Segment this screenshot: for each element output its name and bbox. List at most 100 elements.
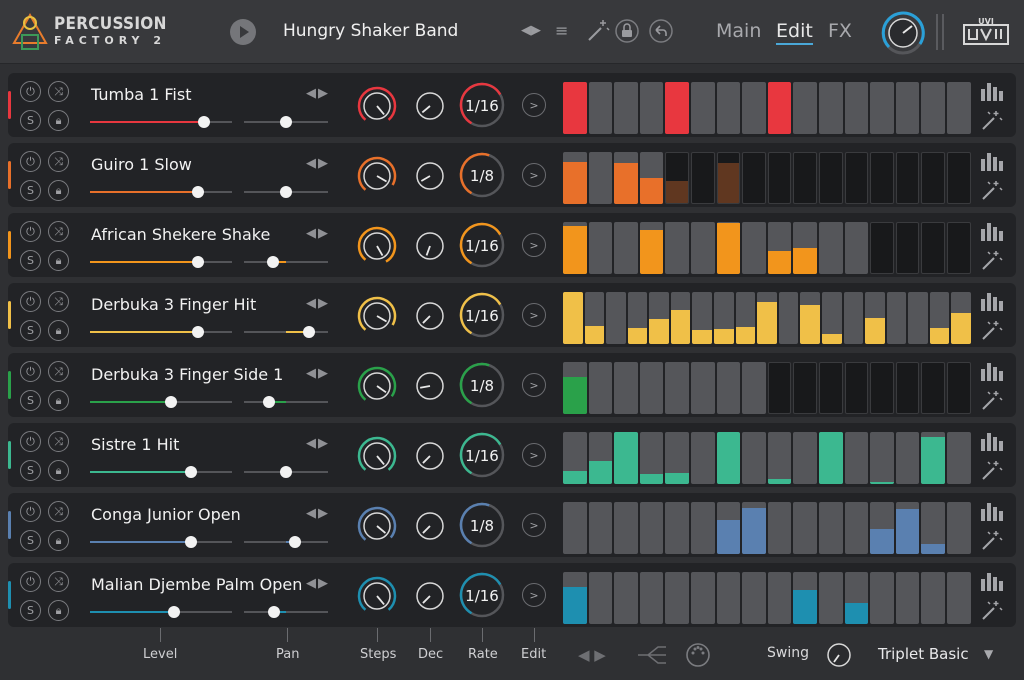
power-button[interactable]: ⏻	[20, 151, 41, 172]
edit-steps-button[interactable]: >	[522, 513, 546, 537]
step-cell[interactable]	[639, 432, 664, 484]
steps-knob[interactable]	[356, 85, 398, 127]
step-cell[interactable]	[614, 572, 638, 624]
step-cell[interactable]	[844, 502, 869, 554]
randomize-wand-icon[interactable]	[980, 179, 1004, 201]
page-prev-next-icon[interactable]: ◀ ▶	[578, 646, 606, 664]
step-cell[interactable]	[793, 432, 817, 484]
power-button[interactable]: ⏻	[20, 361, 41, 382]
step-cell[interactable]	[584, 292, 605, 344]
step-cell[interactable]	[614, 362, 638, 414]
step-cell[interactable]	[735, 292, 756, 344]
track-name[interactable]: Conga Junior Open	[91, 505, 241, 524]
lock-button[interactable]: 🔒︎	[48, 250, 69, 271]
step-cell[interactable]	[793, 222, 817, 274]
rate-knob[interactable]	[458, 501, 506, 549]
chevron-down-icon[interactable]: ▼	[984, 647, 994, 661]
lock-button[interactable]: 🔒︎	[48, 530, 69, 551]
step-cell[interactable]	[819, 222, 843, 274]
step-cell[interactable]	[691, 152, 715, 204]
rate-knob[interactable]	[458, 431, 506, 479]
step-cell[interactable]	[639, 572, 664, 624]
step-cell[interactable]	[716, 82, 741, 134]
steps-knob[interactable]	[356, 575, 398, 617]
shuffle-button[interactable]: ⤨	[48, 361, 69, 382]
step-cell[interactable]	[665, 82, 689, 134]
solo-button[interactable]: S	[20, 600, 41, 621]
step-cell[interactable]	[793, 362, 817, 414]
step-cell[interactable]	[819, 82, 843, 134]
step-cell[interactable]	[665, 432, 689, 484]
step-cell[interactable]	[821, 292, 842, 344]
decay-knob[interactable]	[412, 88, 448, 124]
lock-icon[interactable]	[614, 18, 640, 44]
track-name[interactable]: Guiro 1 Slow	[91, 155, 192, 174]
step-cell[interactable]	[665, 572, 689, 624]
lock-button[interactable]: 🔒︎	[48, 460, 69, 481]
sample-prev-next-icon[interactable]: ◀▶	[306, 576, 330, 591]
step-cell[interactable]	[649, 292, 669, 344]
step-cell[interactable]	[742, 572, 766, 624]
steps-knob[interactable]	[356, 225, 398, 267]
solo-button[interactable]: S	[20, 530, 41, 551]
rate-knob[interactable]	[458, 81, 506, 129]
step-cell[interactable]	[947, 502, 971, 554]
step-cell[interactable]	[742, 152, 766, 204]
step-cell[interactable]	[563, 222, 587, 274]
shuffle-button[interactable]: ⤨	[48, 291, 69, 312]
sample-prev-next-icon[interactable]: ◀▶	[306, 156, 330, 171]
decay-knob[interactable]	[412, 228, 448, 264]
step-cell[interactable]	[639, 502, 664, 554]
step-cell[interactable]	[778, 292, 799, 344]
pan-slider-thumb[interactable]	[268, 606, 281, 618]
step-cell[interactable]	[588, 152, 613, 204]
step-cell[interactable]	[563, 292, 583, 344]
step-cell[interactable]	[921, 82, 945, 134]
lock-button[interactable]: 🔒︎	[48, 600, 69, 621]
step-cell[interactable]	[895, 152, 920, 204]
step-cell[interactable]	[691, 432, 715, 484]
power-button[interactable]: ⏻	[20, 571, 41, 592]
step-cell[interactable]	[870, 222, 894, 274]
sample-prev-next-icon[interactable]: ◀▶	[306, 86, 330, 101]
step-cell[interactable]	[665, 152, 689, 204]
track-name[interactable]: African Shekere Shake	[91, 225, 271, 244]
decay-knob[interactable]	[412, 438, 448, 474]
step-cell[interactable]	[614, 502, 638, 554]
step-cell[interactable]	[844, 432, 869, 484]
pan-slider-thumb[interactable]	[267, 256, 280, 268]
step-cell[interactable]	[742, 82, 766, 134]
pan-slider-thumb[interactable]	[289, 536, 302, 548]
rate-knob[interactable]	[458, 361, 506, 409]
step-cell[interactable]	[870, 152, 894, 204]
level-slider-thumb[interactable]	[167, 606, 180, 618]
velocity-bars-icon[interactable]	[980, 361, 1006, 381]
shuffle-button[interactable]: ⤨	[48, 431, 69, 452]
shuffle-button[interactable]: ⤨	[48, 221, 69, 242]
step-cell[interactable]	[716, 572, 741, 624]
velocity-bars-icon[interactable]	[980, 221, 1006, 241]
step-cell[interactable]	[588, 572, 613, 624]
step-cell[interactable]	[670, 292, 691, 344]
step-cell[interactable]	[870, 572, 894, 624]
velocity-bars-icon[interactable]	[980, 501, 1006, 521]
randomize-wand-icon[interactable]	[585, 18, 611, 44]
step-cell[interactable]	[947, 152, 971, 204]
pan-slider-thumb[interactable]	[302, 326, 315, 338]
solo-button[interactable]: S	[20, 110, 41, 131]
tab-edit[interactable]: Edit	[776, 20, 813, 45]
solo-button[interactable]: S	[20, 180, 41, 201]
step-cell[interactable]	[665, 222, 689, 274]
step-cell[interactable]	[614, 152, 638, 204]
step-cell[interactable]	[691, 572, 715, 624]
edit-steps-button[interactable]: >	[522, 303, 546, 327]
pan-slider-thumb[interactable]	[263, 396, 276, 408]
step-cell[interactable]	[691, 82, 715, 134]
split-output-icon[interactable]	[636, 643, 668, 667]
velocity-bars-icon[interactable]	[980, 151, 1006, 171]
step-cell[interactable]	[767, 152, 792, 204]
level-slider-thumb[interactable]	[191, 326, 204, 338]
step-cell[interactable]	[895, 82, 920, 134]
velocity-bars-icon[interactable]	[980, 291, 1006, 311]
step-cell[interactable]	[870, 502, 894, 554]
